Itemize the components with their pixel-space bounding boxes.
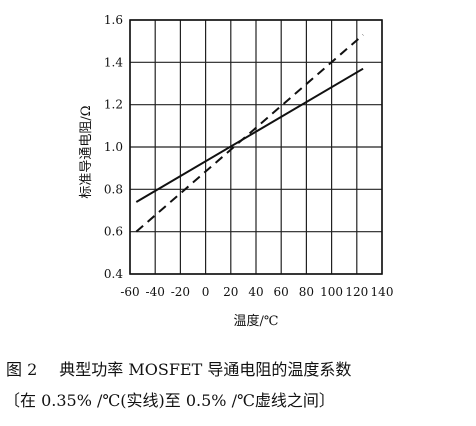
series-lines <box>135 34 364 233</box>
plot-frame <box>129 19 383 275</box>
y-tick-label: 0.6 <box>104 225 123 239</box>
y-tick-label: 1.2 <box>104 98 123 112</box>
x-tick-label: 140 <box>371 285 394 299</box>
x-tick-label: 100 <box>320 285 343 299</box>
grid <box>129 19 383 275</box>
x-tick-label: 20 <box>223 285 238 299</box>
figure-note-text: 〔在 0.35% /℃(实线)至 0.5% /℃虚线之间〕 <box>4 391 335 410</box>
figure-caption: 图 2 典型功率 MOSFET 导通电阻的温度系数 <box>0 356 476 380</box>
y-tick-labels: 0.4 0.6 0.8 1.0 1.2 1.4 1.6 <box>104 13 123 281</box>
x-tick-labels: -60 -40 -20 0 20 40 60 80 100 120 140 <box>120 285 393 299</box>
figure-title: 典型功率 MOSFET 导通电阻的温度系数 <box>59 360 352 379</box>
y-tick-label: 1.0 <box>104 140 123 154</box>
x-axis-label: 温度/℃ <box>234 313 279 329</box>
x-tick-label: 60 <box>274 285 289 299</box>
y-tick-label: 1.6 <box>104 13 123 27</box>
y-tick-label: 0.8 <box>104 182 123 196</box>
x-tick-label: -60 <box>120 285 139 299</box>
figure-label: 图 2 <box>6 360 38 379</box>
x-tick-label: 40 <box>248 285 263 299</box>
x-tick-label: -20 <box>171 285 190 299</box>
y-tick-label: 1.4 <box>104 55 123 69</box>
x-tick-label: 120 <box>345 285 368 299</box>
x-tick-label: -40 <box>146 285 165 299</box>
solid-series-line <box>135 67 364 203</box>
figure-note: 〔在 0.35% /℃(实线)至 0.5% /℃虚线之间〕 <box>0 387 476 411</box>
x-tick-label: 80 <box>299 285 314 299</box>
y-tick-label: 0.4 <box>104 267 123 281</box>
y-axis-label: 标准导通电阻/Ω <box>79 105 94 198</box>
dashed-series-line <box>135 34 364 233</box>
x-tick-label: 0 <box>202 285 210 299</box>
